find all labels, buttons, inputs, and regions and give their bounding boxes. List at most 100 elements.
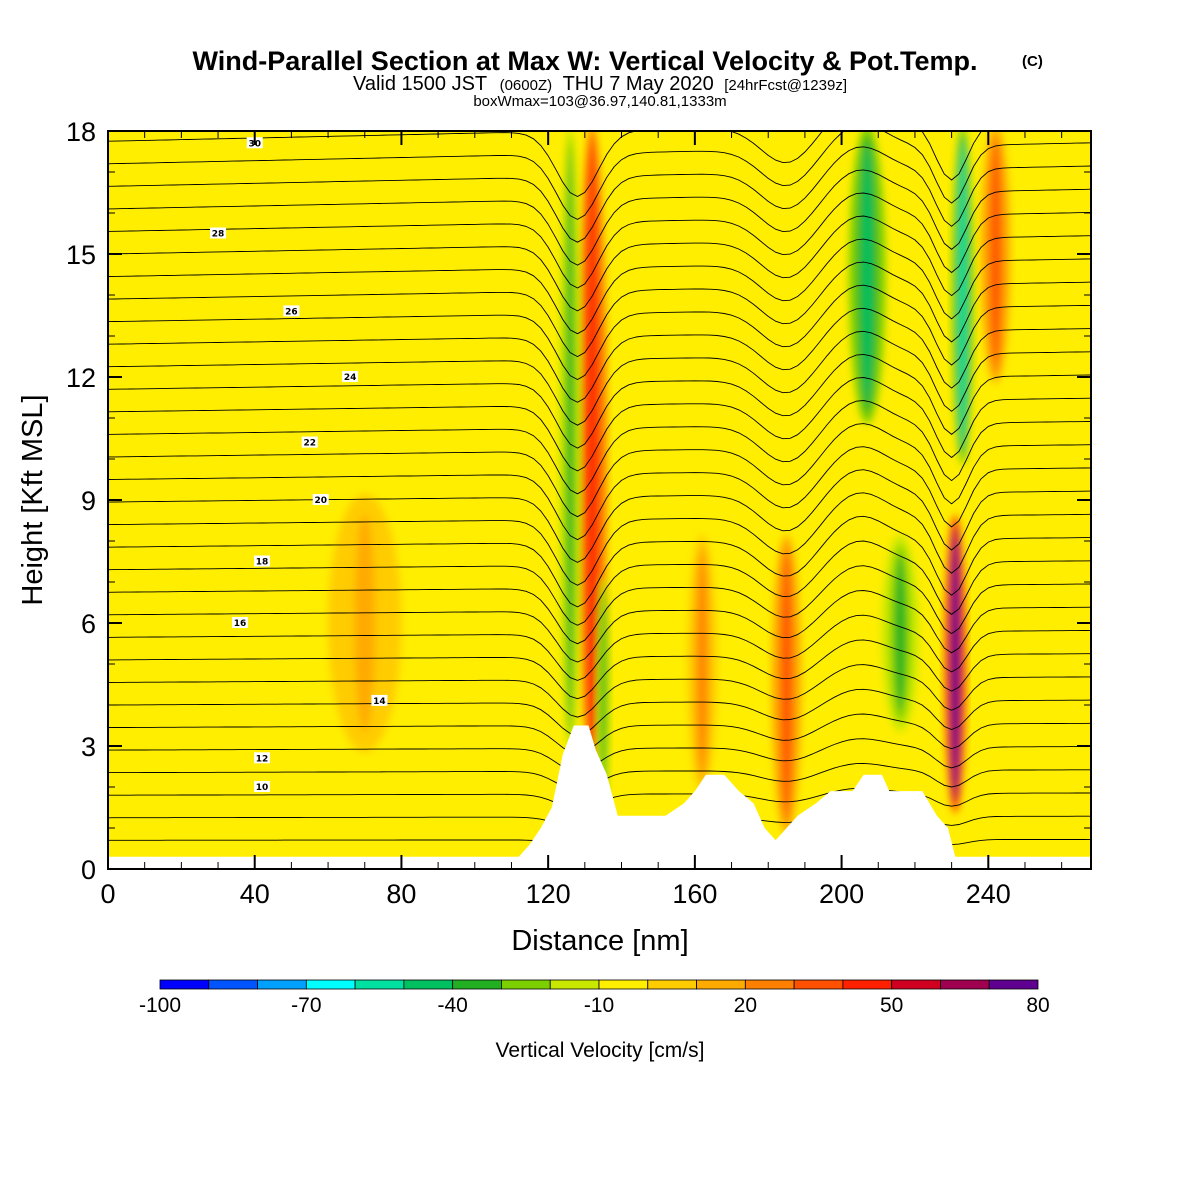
chart-subtitle: Valid 1500 JST (0600Z) THU 7 May 2020 [2… (353, 73, 847, 95)
colorbar-tick-label: -40 (437, 994, 467, 1017)
y-tick-label: 6 (81, 609, 96, 639)
theta-contours: 3028262422201816141210 (108, 131, 1091, 847)
theta-label: 18 (254, 555, 271, 568)
velocity-core (862, 145, 873, 404)
velocity-cell (980, 131, 1011, 383)
theta-contour (108, 688, 1091, 736)
theta-label-text: 12 (256, 754, 269, 764)
y-axis-label: Height [Kft MSL] (17, 394, 49, 605)
theta-contour (108, 664, 1091, 718)
colorbar-swatch (988, 979, 1039, 990)
theta-contour (108, 446, 1091, 541)
theta-contour (108, 284, 1091, 381)
velocity-core (782, 555, 791, 814)
subtitle-valid: Valid 1500 JST (353, 73, 487, 95)
theta-contour (108, 565, 1091, 645)
colorbar-tick-label: -10 (584, 994, 614, 1017)
theta-label-bg (342, 371, 359, 382)
theta-contour (108, 330, 1091, 426)
colorbar-swatch (305, 979, 356, 990)
velocity-core (952, 534, 959, 794)
colorbar-label: Vertical Velocity [cm/s] (496, 1039, 705, 1062)
theta-contour (108, 307, 1091, 403)
colorbar-swatch (793, 979, 844, 990)
theta-contour (108, 131, 1091, 220)
chart-info-line: boxWmax=103@36.97,140.81,1333m (473, 93, 726, 110)
theta-contour (108, 614, 1091, 681)
theta-label-bg (254, 781, 271, 792)
theta-contour (108, 192, 1091, 289)
velocity-cell (687, 535, 717, 793)
velocity-core (354, 514, 375, 732)
x-tick-label: 200 (819, 879, 864, 909)
theta-contour (108, 423, 1091, 518)
theta-label: 22 (301, 436, 318, 449)
plot-area: 3028262422201816141210 (108, 131, 1091, 869)
chart-title: Wind-Parallel Section at Max W: Vertical… (193, 46, 978, 76)
velocity-core (567, 145, 574, 732)
theta-label-bg (312, 494, 329, 505)
theta-label-text: 24 (344, 373, 357, 383)
x-tick-label: 0 (100, 879, 115, 909)
theta-label: 10 (254, 781, 271, 793)
theta-contour (108, 131, 983, 198)
x-tick-label: 40 (240, 879, 270, 909)
theta-label: 14 (371, 694, 388, 707)
velocity-cell (881, 535, 919, 732)
x-tick-label: 240 (966, 879, 1011, 909)
theta-label: 20 (312, 494, 329, 506)
velocity-field (328, 131, 1011, 834)
subtitle-forecast: [24hrFcst@1239z] (724, 77, 847, 94)
theta-label-bg (232, 617, 249, 628)
theta-label: 24 (342, 371, 359, 383)
colorbar-tick-label: -70 (291, 994, 321, 1017)
y-tick-label: 12 (66, 363, 96, 393)
theta-contour (108, 515, 1091, 608)
velocity-cell (848, 131, 886, 424)
y-tick-label: 18 (66, 117, 96, 147)
velocity-core (895, 555, 906, 712)
theta-contour (108, 238, 1091, 335)
x-tick-label: 160 (672, 879, 717, 909)
colorbar-swatch (257, 979, 307, 990)
velocity-core (601, 596, 606, 794)
terrain (108, 725, 1091, 869)
theta-label: 28 (210, 227, 227, 240)
theta-label-bg (301, 436, 318, 448)
colorbar-tick-label: 20 (734, 994, 757, 1017)
theta-label: 16 (232, 617, 249, 629)
subtitle-date: THU 7 May 2020 (563, 73, 714, 95)
theta-label-text: 18 (256, 558, 269, 568)
theta-label-text: 14 (373, 697, 386, 707)
y-tick-label: 0 (81, 855, 96, 885)
velocity-core (959, 145, 966, 445)
theta-label-text: 10 (256, 783, 269, 793)
theta-contour (108, 169, 1091, 266)
velocity-cell (559, 131, 582, 752)
theta-contour (108, 469, 1091, 563)
colorbar-swatch (549, 979, 600, 990)
velocity-core (588, 145, 597, 753)
colorbar-swatch (159, 979, 210, 990)
theta-label-text: 28 (212, 230, 225, 240)
theta-contour (108, 492, 1091, 586)
theta-label: 12 (254, 752, 271, 764)
theta-contour (108, 639, 1091, 700)
title-copyright-mark: (C) (1022, 53, 1043, 70)
colorbar-tick-label: 50 (880, 994, 903, 1017)
colorbar-tick-label: 80 (1026, 994, 1049, 1017)
colorbar-swatch (354, 979, 405, 990)
velocity-cell (595, 576, 611, 814)
theta-label: 26 (283, 305, 300, 317)
axis-ticks: 0 40 80 120 160 200 240 0 3 6 9 12 15 18 (66, 117, 1091, 909)
x-tick-label: 80 (386, 879, 416, 909)
theta-label-text: 26 (285, 307, 298, 317)
theta-label-text: 22 (303, 439, 316, 449)
theta-contour (108, 377, 1091, 472)
theta-label-bg (210, 227, 227, 239)
x-axis-label: Distance [nm] (511, 925, 688, 957)
y-tick-label: 3 (81, 732, 96, 762)
theta-contour (108, 261, 1091, 358)
colorbar-swatch (452, 979, 502, 990)
